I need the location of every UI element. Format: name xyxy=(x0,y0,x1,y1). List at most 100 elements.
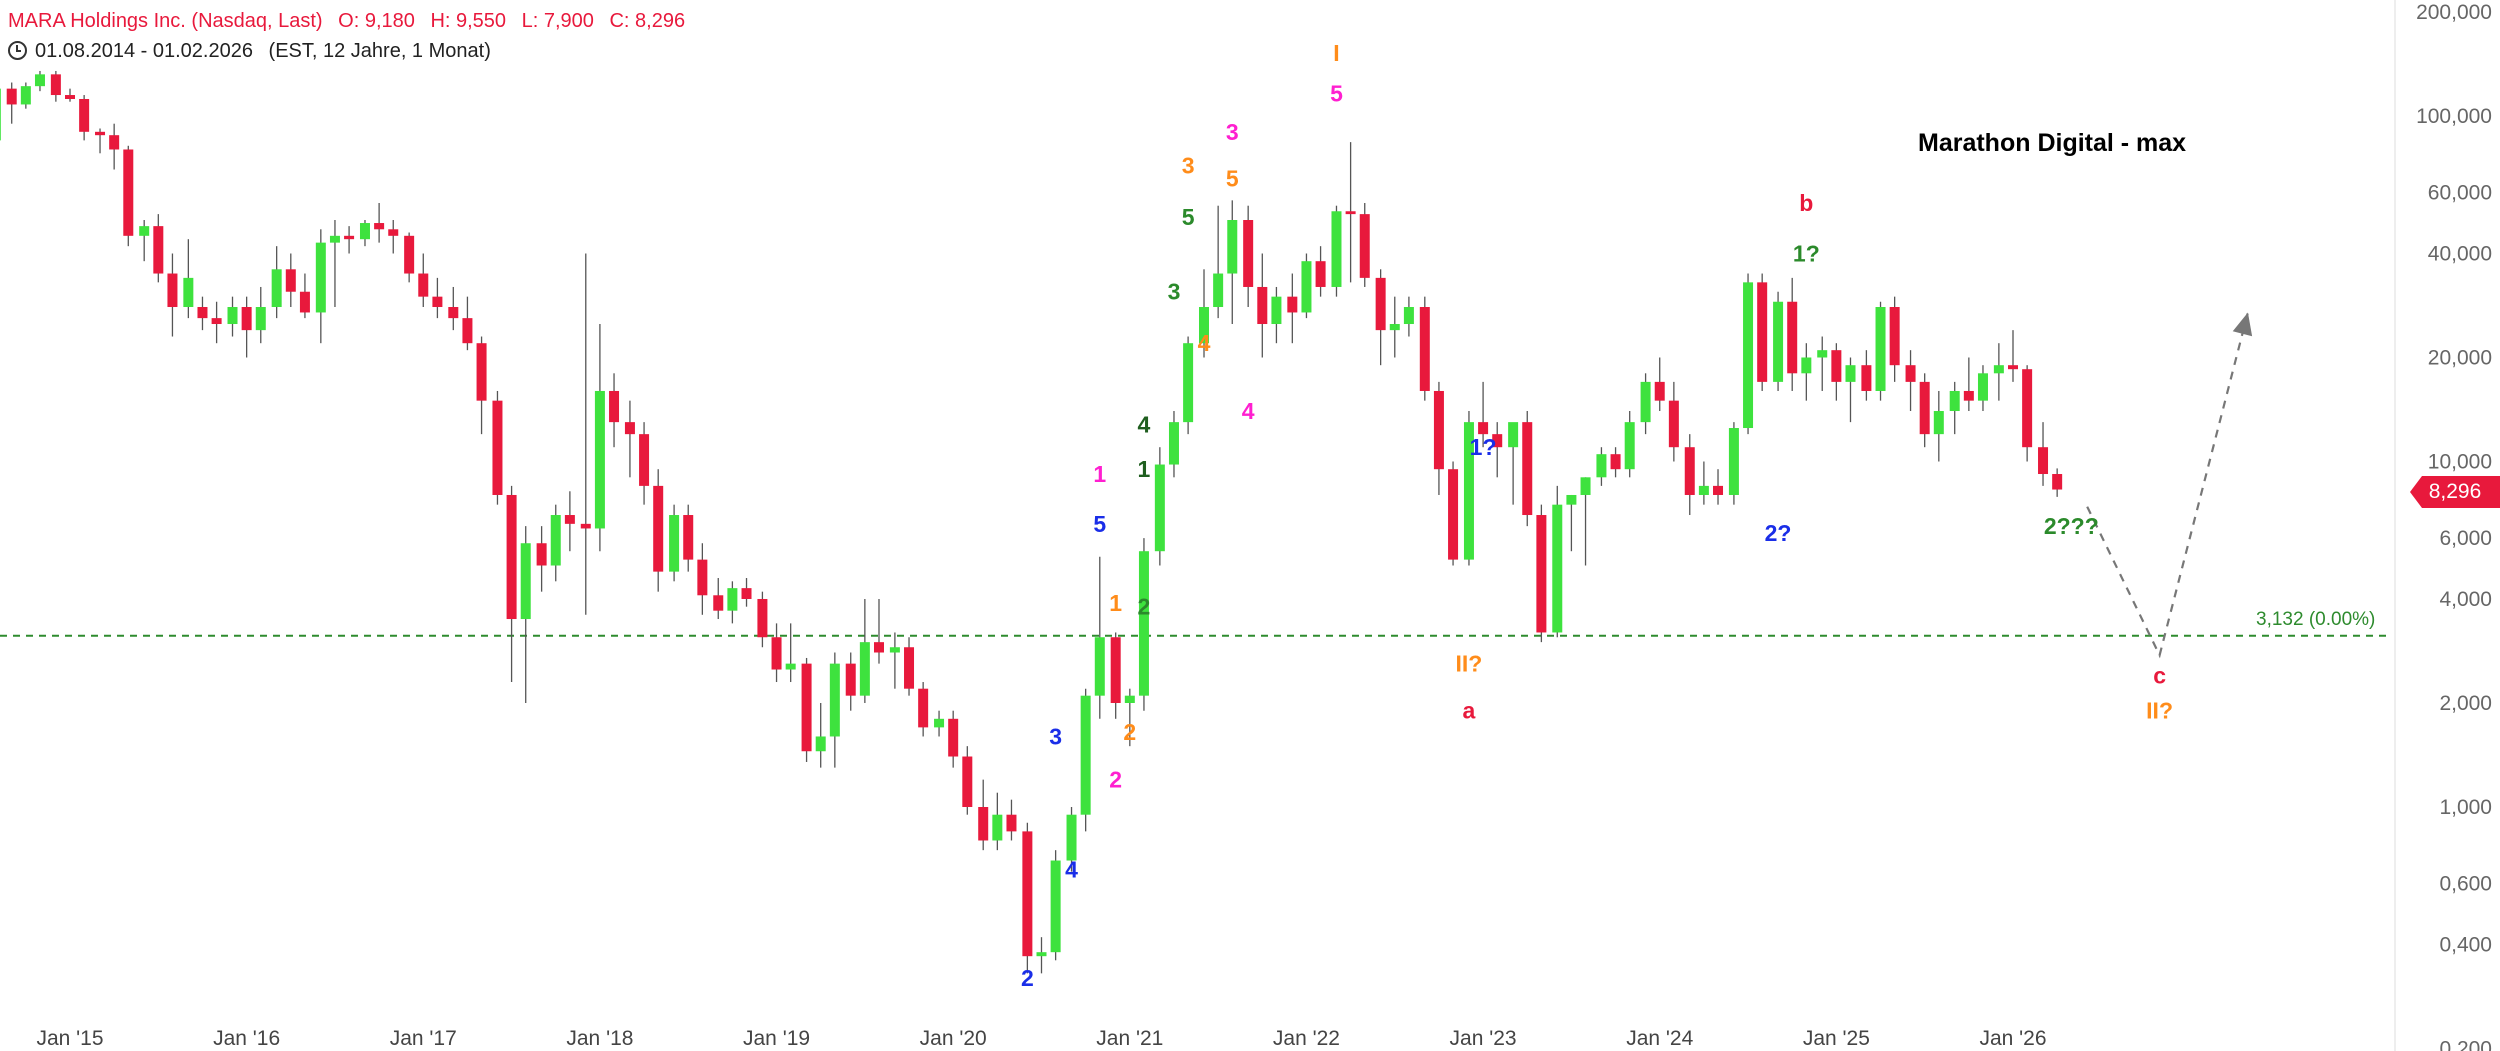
candle-body xyxy=(1433,390,1444,470)
candle-body xyxy=(1478,422,1489,435)
candle-body xyxy=(771,637,782,670)
candle-body xyxy=(1022,831,1033,957)
candle-body xyxy=(859,642,870,696)
candle-body xyxy=(211,318,222,325)
candle-body xyxy=(167,273,178,308)
candle-body xyxy=(1684,447,1695,495)
candle-body xyxy=(1359,214,1370,278)
candle-body xyxy=(757,598,768,638)
candle-body xyxy=(1963,390,1974,401)
candle-body xyxy=(992,814,1003,841)
candle-body xyxy=(1654,381,1665,401)
candle-body xyxy=(1610,454,1621,470)
candle-body xyxy=(801,663,812,752)
y-tick-label: 60,000 xyxy=(2428,182,2492,205)
candle-body xyxy=(0,88,1,141)
candle-body xyxy=(1331,211,1342,287)
candle-body xyxy=(388,229,399,236)
candle-body xyxy=(1640,381,1651,423)
candle-body xyxy=(255,307,266,331)
high-value: H: 9,550 xyxy=(430,10,507,32)
wave-label: 1 xyxy=(1138,456,1151,482)
candle-body xyxy=(1757,282,1768,382)
wave-label: 1 xyxy=(1109,590,1122,616)
y-tick-label: 20,000 xyxy=(2428,346,2492,369)
candle-body xyxy=(1006,814,1017,832)
candle-body xyxy=(153,226,164,274)
candle-body xyxy=(271,269,282,308)
candle-body xyxy=(374,223,385,230)
candle-body xyxy=(1845,365,1856,382)
candle-body xyxy=(653,485,664,572)
candle-body xyxy=(669,515,680,572)
candle-body xyxy=(1271,296,1282,325)
candle-body xyxy=(948,718,959,757)
y-tick-label: 2,000 xyxy=(2439,692,2492,715)
x-tick-label: Jan '24 xyxy=(1626,1027,1693,1050)
candle-body xyxy=(1817,350,1828,358)
close-value: C: 8,296 xyxy=(609,10,686,32)
wave-label: 5 xyxy=(1182,204,1195,230)
wave-label: 2? xyxy=(1765,520,1792,546)
candle-body xyxy=(1949,390,1960,412)
x-tick-label: Jan '21 xyxy=(1096,1027,1163,1050)
candle-body xyxy=(1977,373,1988,401)
candle-body xyxy=(536,543,547,566)
projection-path xyxy=(2086,312,2249,659)
candle-body xyxy=(1624,422,1635,470)
candle-body xyxy=(462,318,473,344)
candle-body xyxy=(713,595,724,611)
period-range: 01.08.2014 - 01.02.2026 xyxy=(35,40,253,62)
x-tick-label: Jan '22 xyxy=(1273,1027,1340,1050)
candle-body xyxy=(624,422,635,435)
wave-label: 3 xyxy=(1226,119,1239,145)
candle-body xyxy=(139,226,150,236)
x-tick-label: Jan '15 xyxy=(36,1027,103,1050)
candle-body xyxy=(727,588,738,611)
candle-body xyxy=(1566,494,1577,505)
candle-body xyxy=(329,235,340,243)
projection-arrow-icon xyxy=(2232,312,2253,337)
candle-body xyxy=(1580,477,1591,495)
candle-body xyxy=(6,88,17,105)
candle-body xyxy=(34,74,45,87)
candle-body xyxy=(1905,365,1916,382)
candle-body xyxy=(1698,485,1709,495)
candle-body xyxy=(1315,261,1326,287)
wave-label: 2 xyxy=(1138,594,1151,620)
wave-label: 2??? xyxy=(2044,513,2099,539)
candle-body xyxy=(594,390,605,529)
candle-body xyxy=(285,269,296,292)
candle-body xyxy=(299,291,310,313)
wave-label: 5 xyxy=(1226,165,1239,191)
y-tick-label: 40,000 xyxy=(2428,242,2492,265)
candle-body xyxy=(1773,301,1784,382)
candle-body xyxy=(1448,469,1459,560)
candle-body xyxy=(241,307,252,331)
wave-label: 1? xyxy=(1793,240,1820,266)
candle-body xyxy=(65,95,75,99)
y-tick-label: 1,000 xyxy=(2439,796,2492,819)
candle-body xyxy=(2008,365,2018,370)
candle-body xyxy=(564,515,575,524)
candle-body xyxy=(697,559,708,596)
candle-body xyxy=(344,235,355,240)
candle-body xyxy=(1183,343,1194,423)
candle-body xyxy=(683,515,694,560)
candle-body xyxy=(476,343,487,401)
y-tick-label: 10,000 xyxy=(2428,451,2492,474)
candle-body xyxy=(934,718,945,728)
low-value: L: 7,900 xyxy=(521,10,594,32)
y-tick-label: 200,000 xyxy=(2416,1,2492,24)
candle-body xyxy=(1066,814,1077,861)
candle-body xyxy=(550,515,561,566)
candle-body xyxy=(1110,637,1121,703)
candle-body xyxy=(1050,860,1061,953)
candle-body xyxy=(1375,277,1386,331)
x-tick-label: Jan '26 xyxy=(1979,1027,2046,1050)
reference-line-label: 3,132 (0.00%) xyxy=(2256,609,2376,630)
wave-label: 3 xyxy=(1049,723,1062,749)
candle-body xyxy=(978,807,989,841)
wave-label: 3 xyxy=(1182,152,1195,178)
